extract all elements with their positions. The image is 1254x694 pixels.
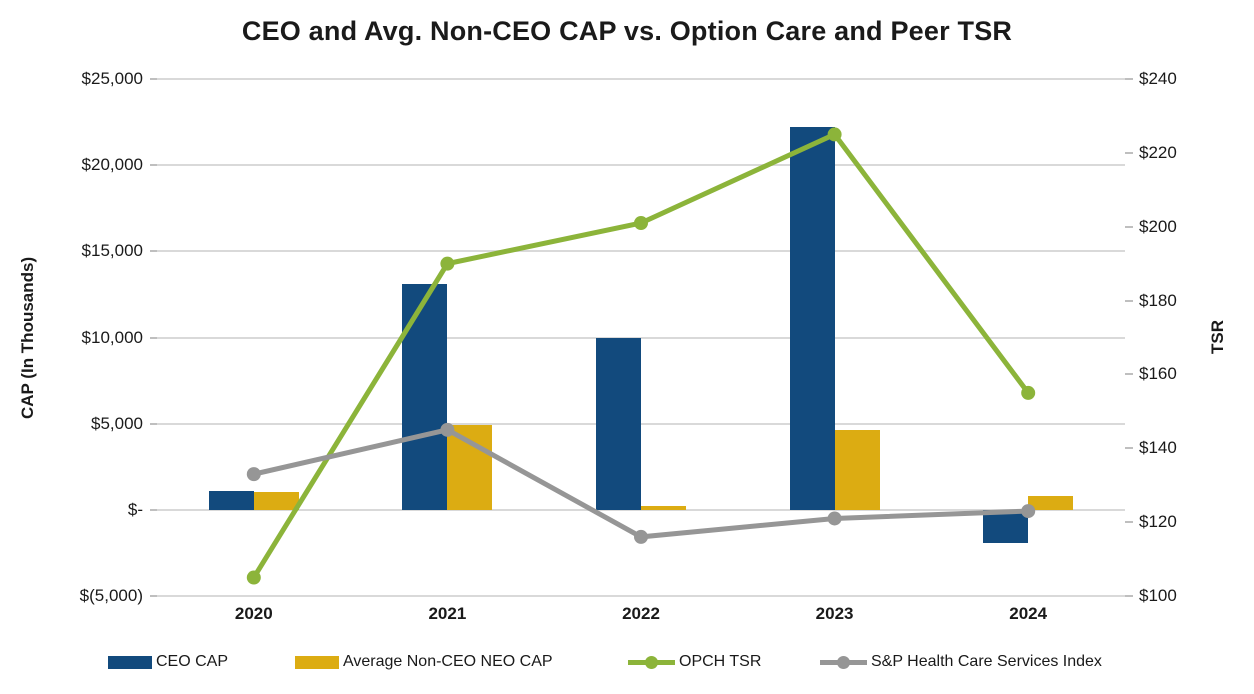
point-opch-tsr-2020	[246, 570, 261, 585]
legend-item-opch-tsr: OPCH TSR	[628, 651, 761, 673]
legend-item-s-p-health-care-services-index: S&P Health Care Services Index	[820, 651, 1102, 673]
gridline	[157, 164, 1125, 167]
bar-ceo-cap-2020	[208, 490, 254, 510]
left-axis-tick-label: $10,000	[81, 327, 143, 347]
right-axis-tick	[1125, 299, 1133, 302]
legend-line-swatch	[628, 655, 675, 670]
bar-average-non-ceo-neo-cap-2024	[1028, 496, 1074, 510]
right-axis-tick-label: $220	[1139, 142, 1177, 162]
bar-average-non-ceo-neo-cap-2022	[641, 505, 686, 510]
gridline	[157, 422, 1125, 425]
right-axis-tick-label: $140	[1139, 438, 1177, 458]
right-axis-tick	[1125, 78, 1133, 80]
right-axis-tick	[1125, 447, 1133, 450]
legend-line-marker	[837, 655, 850, 669]
left-axis-tick	[150, 422, 157, 425]
chart-title: CEO and Avg. Non-CEO CAP vs. Option Care…	[241, 16, 1013, 46]
legend-item-average-non-ceo-neo-cap: Average Non-CEO NEO CAP	[295, 651, 553, 673]
legend-bar-swatch	[295, 655, 339, 669]
point-opch-tsr-2024	[1021, 385, 1036, 400]
gridline	[157, 508, 1125, 511]
point-opch-tsr-2023	[827, 127, 842, 142]
legend-line-swatch	[820, 655, 867, 670]
left-axis-tick-label: $(5,000)	[79, 586, 143, 605]
right-axis-tick-label: $180	[1139, 290, 1177, 310]
left-axis-tick-label: $25,000	[81, 69, 143, 88]
right-axis-tick	[1125, 595, 1133, 597]
point-s-p-health-care-services-index-2023	[827, 511, 842, 526]
gridline	[157, 595, 1125, 597]
x-axis-tick-label-2024: 2024	[1009, 604, 1048, 623]
left-axis-tick-label: $20,000	[81, 155, 143, 175]
bar-ceo-cap-2024	[983, 509, 1029, 543]
x-axis-tick-label-2020: 2020	[234, 604, 273, 623]
gridline	[157, 336, 1125, 339]
right-axis-tick	[1125, 225, 1133, 228]
x-axis-tick-label-2023: 2023	[815, 604, 854, 623]
right-axis-tick	[1125, 151, 1133, 154]
point-s-p-health-care-services-index-2020	[246, 467, 261, 482]
x-axis-tick-label-2021: 2021	[428, 604, 467, 623]
left-axis-tick-label: $15,000	[81, 241, 143, 261]
right-axis-tick-label: $120	[1139, 512, 1177, 532]
plot-area	[157, 78, 1125, 597]
x-axis-tick-label-2022: 2022	[622, 604, 660, 623]
point-s-p-health-care-services-index-2021	[440, 422, 455, 437]
legend-label: OPCH TSR	[679, 653, 762, 670]
bar-ceo-cap-2023	[789, 127, 835, 510]
line-layer	[246, 127, 1036, 585]
gridline	[157, 78, 1125, 80]
left-axis-tick-label: $5,000	[91, 413, 143, 433]
right-axis-tick	[1125, 521, 1133, 524]
line-opch-tsr	[251, 131, 1031, 579]
legend-line-marker	[645, 655, 658, 669]
gridline	[157, 250, 1125, 253]
legend-bar-swatch	[108, 655, 152, 669]
point-s-p-health-care-services-index-2024	[1021, 504, 1036, 519]
point-opch-tsr-2021	[440, 256, 455, 271]
bar-average-non-ceo-neo-cap-2023	[834, 429, 880, 510]
left-axis-tick-label: $-	[127, 499, 143, 519]
bar-ceo-cap-2022	[596, 337, 641, 510]
right-axis-tick-label: $160	[1139, 364, 1177, 384]
legend-item-ceo-cap: CEO CAP	[108, 651, 228, 673]
left-axis-tick	[150, 508, 157, 511]
right-axis-tick-label: $200	[1139, 216, 1177, 236]
point-opch-tsr-2022	[634, 216, 648, 231]
left-axis-tick	[150, 78, 157, 80]
right-axis-tick	[1125, 373, 1133, 376]
left-axis-tick	[150, 164, 157, 167]
legend-label: CEO CAP	[156, 653, 229, 670]
left-axis-tick	[150, 250, 157, 253]
legend-label: Average Non-CEO NEO CAP	[343, 653, 553, 670]
right-axis-tick-label: $100	[1139, 586, 1177, 605]
left-axis-tick	[150, 595, 157, 597]
bar-average-non-ceo-neo-cap-2021	[447, 424, 493, 510]
line-s-p-health-care-services-index	[253, 427, 1029, 540]
left-axis-tick	[150, 336, 157, 339]
bar-average-non-ceo-neo-cap-2020	[253, 491, 299, 510]
legend-label: S&P Health Care Services Index	[871, 653, 1102, 670]
right-axis-tick-label: $240	[1139, 69, 1177, 88]
point-s-p-health-care-services-index-2022	[634, 529, 648, 544]
